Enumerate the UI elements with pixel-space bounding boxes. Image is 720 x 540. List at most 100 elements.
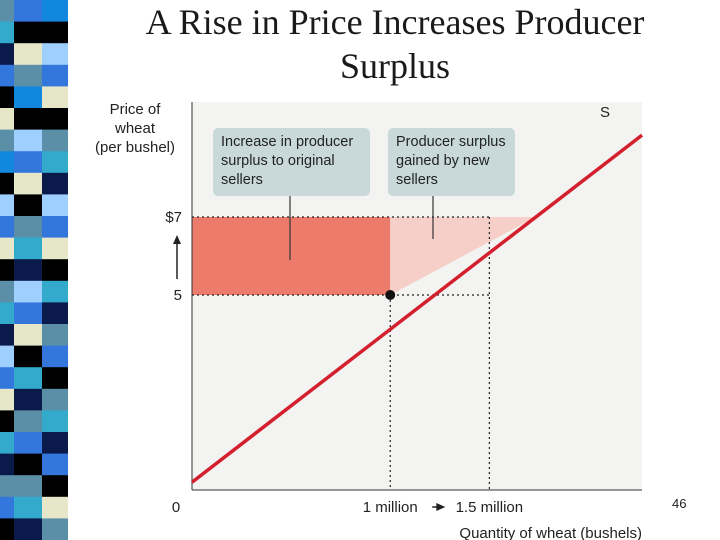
y-axis-label-line: wheat: [114, 120, 156, 137]
stripe-segment: [42, 388, 68, 411]
stripe-segment: [42, 280, 68, 303]
stripe-segment: [42, 302, 68, 325]
stripe-segment: [0, 172, 14, 195]
callout-2-text-line: sellers: [396, 172, 438, 188]
stripe-segment: [0, 280, 14, 303]
stripe-segment: [42, 496, 68, 519]
x-tick-label: 0: [172, 499, 180, 516]
stripe-segment: [0, 43, 14, 66]
stripe-segment: [0, 432, 14, 455]
stripe-segment: [0, 367, 14, 390]
stripe-segment: [0, 518, 14, 540]
stripe-segment: [14, 86, 42, 109]
stripe-segment: [14, 475, 42, 498]
stripe-segment: [14, 21, 42, 44]
stripe-segment: [0, 345, 14, 368]
stripe-segment: [42, 21, 68, 44]
stripe-segment: [42, 108, 68, 131]
stripe-segment: [42, 475, 68, 498]
stripe-segment: [14, 172, 42, 195]
stripe-segment: [42, 518, 68, 540]
stripe-segment: [14, 259, 42, 282]
stripe-segment: [0, 453, 14, 476]
stripe-segment: [14, 388, 42, 411]
stripe-segment: [14, 302, 42, 325]
slide-title: A Rise in Price Increases Producer Surpl…: [90, 0, 700, 88]
area-surplus-new-sellers: [390, 217, 536, 296]
callout-1-text-line: Increase in producer: [221, 134, 353, 150]
area-increase-original-sellers: [192, 217, 391, 296]
stripe-segment: [42, 0, 68, 23]
stripe-segment: [0, 475, 14, 498]
stripe-segment: [42, 86, 68, 109]
stripe-segment: [14, 43, 42, 66]
stripe-segment: [0, 259, 14, 282]
stripe-segment: [42, 453, 68, 476]
decorative-stripe-bar: [0, 0, 68, 540]
stripe-segment: [14, 64, 42, 87]
slide-title-line-2: Surplus: [339, 46, 451, 86]
stripe-segment: [14, 367, 42, 390]
stripe-segment: [0, 64, 14, 87]
stripe-segment: [14, 410, 42, 433]
x-tick-label: 1.5 million: [456, 499, 524, 516]
stripe-segment: [14, 151, 42, 174]
stripe-segment: [14, 324, 42, 347]
stripe-segment: [42, 432, 68, 455]
stripe-segment: [0, 302, 14, 325]
stripe-segment: [0, 86, 14, 109]
quantity-increase-arrowhead: [436, 503, 446, 511]
slide-title-line-1: A Rise in Price Increases Producer: [145, 2, 645, 42]
stripe-segment: [14, 345, 42, 368]
stripe-segment: [42, 129, 68, 152]
stripe-segment: [42, 216, 68, 239]
x-tick-label: 1 million: [363, 499, 418, 516]
y-axis-label-line: (per bushel): [95, 139, 175, 156]
callout-2-text-line: gained by new: [396, 153, 490, 169]
producer-surplus-chart: Increase in producer surplus to original s…: [88, 96, 648, 540]
stripe-segment: [42, 43, 68, 66]
stripe-segment: [0, 0, 14, 23]
stripe-segment: [14, 518, 42, 540]
stripe-segment: [14, 496, 42, 519]
stripe-segment: [14, 216, 42, 239]
stripe-segment: [0, 108, 14, 131]
y-tick-label: 5: [174, 287, 182, 304]
stripe-segment: [0, 216, 14, 239]
stripe-segment: [42, 367, 68, 390]
stripe-segment: [42, 151, 68, 174]
stripe-segment: [14, 453, 42, 476]
callout-1-text-line: surplus to original: [221, 153, 335, 169]
stripe-segment: [0, 237, 14, 260]
callout-box-2: [388, 128, 515, 196]
callout-box-1: [213, 128, 370, 196]
stripe-segment: [42, 194, 68, 217]
stripe-segment: [14, 237, 42, 260]
stripe-segment: [14, 194, 42, 217]
stripe-segment: [14, 280, 42, 303]
stripe-segment: [14, 432, 42, 455]
stripe-segment: [0, 129, 14, 152]
stripe-segment: [0, 324, 14, 347]
stripe-segment: [42, 410, 68, 433]
stripe-segment: [14, 0, 42, 23]
stripe-segment: [42, 172, 68, 195]
stripe-segment: [42, 345, 68, 368]
x-axis-label: Quantity of wheat (bushels): [459, 525, 642, 540]
callout-1-text-line: sellers: [221, 172, 263, 188]
stripe-segment: [14, 108, 42, 131]
original-equilibrium-point: [385, 290, 396, 301]
stripe-segment: [14, 129, 42, 152]
stripe-segment: [42, 64, 68, 87]
supply-curve-label: S: [600, 104, 610, 121]
stripe-segment: [0, 21, 14, 44]
supply-curve: [190, 133, 644, 484]
stripe-segment: [42, 259, 68, 282]
stripe-segment: [42, 324, 68, 347]
callout-2-text-line: Producer surplus: [396, 134, 506, 150]
stripe-segment: [0, 388, 14, 411]
stripe-segment: [0, 151, 14, 174]
stripe-segment: [0, 410, 14, 433]
stripe-segment: [0, 496, 14, 519]
y-tick-label: $7: [165, 209, 182, 226]
